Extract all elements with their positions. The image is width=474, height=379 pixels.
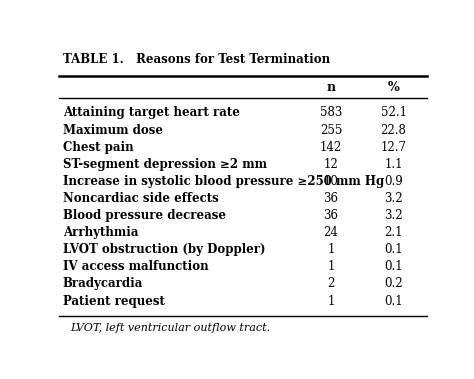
Text: 12.7: 12.7	[381, 141, 407, 154]
Text: 3.2: 3.2	[384, 192, 403, 205]
Text: 24: 24	[324, 226, 338, 239]
Text: 1: 1	[328, 294, 335, 308]
Text: 1.1: 1.1	[384, 158, 403, 171]
Text: 36: 36	[324, 209, 338, 222]
Text: 2.1: 2.1	[384, 226, 403, 239]
Text: Attaining target heart rate: Attaining target heart rate	[63, 106, 240, 119]
Text: 0.1: 0.1	[384, 294, 403, 308]
Text: Increase in systolic blood pressure ≥250 mm Hg: Increase in systolic blood pressure ≥250…	[63, 175, 384, 188]
Text: 255: 255	[320, 124, 342, 136]
Text: 0.2: 0.2	[384, 277, 403, 290]
Text: 0.9: 0.9	[384, 175, 403, 188]
Text: 2: 2	[328, 277, 335, 290]
Text: Bradycardia: Bradycardia	[63, 277, 143, 290]
Text: 583: 583	[320, 106, 342, 119]
Text: ST-segment depression ≥2 mm: ST-segment depression ≥2 mm	[63, 158, 267, 171]
Text: 36: 36	[324, 192, 338, 205]
Text: 22.8: 22.8	[381, 124, 407, 136]
Text: 0.1: 0.1	[384, 260, 403, 273]
Text: LVOT obstruction (by Doppler): LVOT obstruction (by Doppler)	[63, 243, 265, 256]
Text: Patient request: Patient request	[63, 294, 165, 308]
Text: 12: 12	[324, 158, 338, 171]
Text: Noncardiac side effects: Noncardiac side effects	[63, 192, 219, 205]
Text: 1: 1	[328, 243, 335, 256]
Text: TABLE 1.   Reasons for Test Termination: TABLE 1. Reasons for Test Termination	[63, 53, 330, 66]
Text: 52.1: 52.1	[381, 106, 407, 119]
Text: %: %	[388, 81, 400, 94]
Text: IV access malfunction: IV access malfunction	[63, 260, 209, 273]
Text: Chest pain: Chest pain	[63, 141, 134, 154]
Text: Blood pressure decrease: Blood pressure decrease	[63, 209, 226, 222]
Text: 142: 142	[320, 141, 342, 154]
Text: 10: 10	[324, 175, 338, 188]
Text: n: n	[327, 81, 336, 94]
Text: Arrhythmia: Arrhythmia	[63, 226, 138, 239]
Text: Maximum dose: Maximum dose	[63, 124, 163, 136]
Text: 0.1: 0.1	[384, 243, 403, 256]
Text: LVOT, left ventricular outflow tract.: LVOT, left ventricular outflow tract.	[70, 323, 270, 333]
Text: 1: 1	[328, 260, 335, 273]
Text: 3.2: 3.2	[384, 209, 403, 222]
